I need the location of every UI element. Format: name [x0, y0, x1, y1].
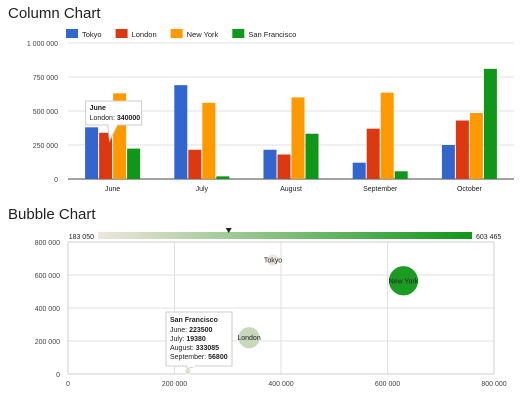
bar-san-francisco-august[interactable] — [305, 133, 319, 179]
x-tick-label: 800 000 — [481, 381, 506, 388]
legend-swatch-san-francisco — [232, 29, 245, 38]
tooltip-row-value: 19380 — [186, 336, 206, 343]
tooltip-title: San Francisco — [170, 317, 218, 324]
x-tick-label: 200 000 — [162, 381, 187, 388]
bar-new-york-september[interactable] — [380, 92, 394, 179]
legend-swatch-london — [115, 29, 128, 38]
x-tick-label: August — [280, 186, 302, 193]
tooltip-row: August: 333085 — [170, 345, 219, 352]
x-tick-label: October — [457, 186, 483, 193]
bubble-label-new-york: New York — [389, 278, 419, 285]
bar-tokyo-october[interactable] — [441, 145, 455, 179]
y-tick-label: 800 000 — [35, 240, 60, 247]
x-tick-label: 400 000 — [268, 381, 293, 388]
bar-london-october[interactable] — [455, 120, 469, 179]
y-tick-label: 1 000 000 — [27, 41, 58, 48]
y-tick-label: 600 000 — [35, 273, 60, 280]
bar-san-francisco-september[interactable] — [394, 171, 408, 179]
tooltip-row-label: August: — [170, 345, 196, 352]
bubble-new-york[interactable] — [388, 265, 419, 297]
bubble-label-london: London — [237, 335, 260, 342]
bubble-label-tokyo: Tokyo — [264, 258, 282, 265]
bar-new-york-july[interactable] — [202, 102, 216, 179]
bar-san-francisco-june[interactable] — [127, 148, 141, 179]
tooltip-row: September: 56800 — [170, 354, 228, 361]
colorbar-marker — [225, 228, 232, 233]
y-tick-label: 0 — [56, 372, 60, 379]
bar-new-york-august[interactable] — [291, 97, 305, 179]
tooltip-series-label: London: — [90, 115, 117, 122]
column-chart: Tokyo London New York San Francisco 0 250 000… — [27, 29, 514, 193]
column-chart-tooltip: June London: 340000 — [85, 100, 143, 143]
tooltip-row-value: 333085 — [196, 345, 219, 352]
bubble-chart-title: Bubble Chart — [8, 206, 96, 223]
legend-label-tokyo: Tokyo — [82, 30, 102, 39]
x-tick-label: 0 — [66, 381, 70, 388]
tooltip-row-label: July: — [170, 336, 186, 343]
y-tick-label: 750 000 — [33, 75, 58, 82]
bubble-london[interactable] — [237, 326, 261, 350]
plot-frame — [67, 241, 495, 375]
legend-label-san-francisco: San Francisco — [248, 30, 296, 39]
bubble-san-francisco[interactable] — [184, 368, 192, 375]
tooltip-row: July: 19380 — [170, 336, 206, 343]
bar-tokyo-august[interactable] — [263, 149, 277, 179]
tooltip-box — [85, 100, 143, 126]
bar-tokyo-july[interactable] — [174, 85, 188, 179]
y-tick-label: 250 000 — [33, 143, 58, 150]
tooltip-row: June: 223500 — [170, 327, 213, 334]
tooltip-row-label: June: — [170, 327, 189, 334]
y-tick-label: 400 000 — [35, 306, 60, 313]
legend-swatch-tokyo — [66, 29, 78, 38]
tooltip-row-value: 56800 — [208, 354, 228, 361]
legend-label-new-york: New York — [187, 30, 219, 39]
tooltip-line: London: 340000 — [90, 115, 141, 122]
bar-san-francisco-july[interactable] — [216, 176, 230, 179]
bar-london-september[interactable] — [366, 128, 380, 179]
tooltip-pointer-joint — [108, 124, 117, 126]
tooltip-title: June — [90, 105, 106, 112]
bubble-tokyo[interactable] — [266, 253, 280, 267]
x-tick-label: 600 000 — [375, 381, 400, 388]
x-tick-label: September — [363, 186, 398, 193]
y-tick-label: 200 000 — [35, 339, 60, 346]
colorbar-min-label: 183 050 — [69, 234, 94, 241]
x-tick-label: June — [105, 186, 120, 193]
colorbar-max-label: 603 465 — [476, 234, 501, 241]
x-tick-label: July — [196, 186, 209, 193]
tooltip-box — [165, 311, 233, 367]
legend-swatch-new-york — [170, 29, 183, 38]
bubble-chart: 0 200 000 400 000 600 000 800 000 0 200 000 400… — [35, 228, 507, 388]
bar-tokyo-june[interactable] — [85, 127, 99, 179]
bar-san-francisco-october[interactable] — [483, 68, 497, 179]
bar-london-june[interactable] — [99, 132, 113, 179]
bar-tokyo-september[interactable] — [352, 162, 366, 179]
y-tick-label: 500 000 — [33, 109, 58, 116]
legend-label-london: London — [132, 30, 157, 39]
tooltip-row-label: September: — [170, 354, 208, 361]
tooltip-row-value: 223500 — [189, 327, 212, 334]
bar-new-york-october[interactable] — [469, 113, 483, 179]
bar-london-july[interactable] — [188, 149, 202, 179]
tooltip-value: 340000 — [117, 115, 140, 122]
colorbar — [98, 232, 472, 239]
bar-london-august[interactable] — [277, 154, 291, 179]
tooltip-pointer-joint — [186, 365, 195, 367]
y-tick-label: 0 — [54, 177, 58, 184]
column-chart-title: Column Chart — [8, 5, 101, 22]
